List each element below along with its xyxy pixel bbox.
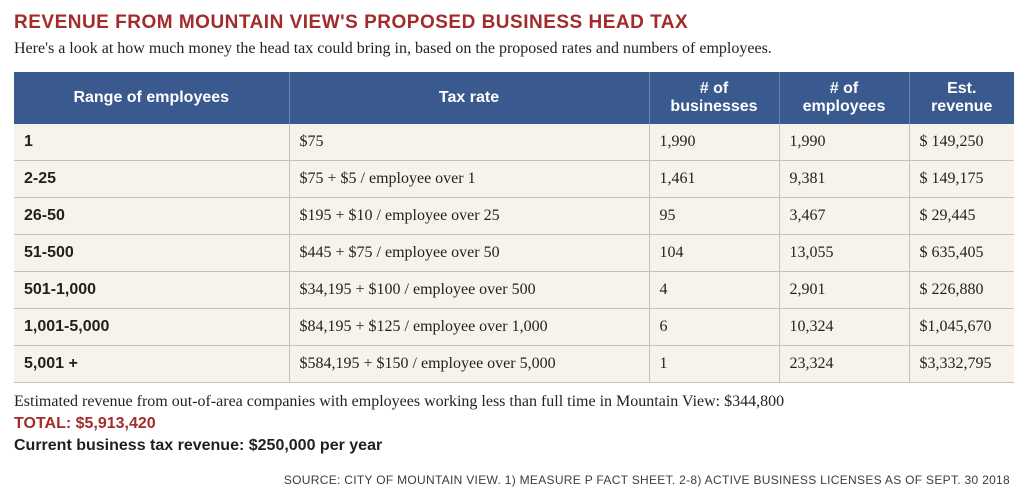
cell-revenue: $ 149,175 — [909, 161, 1014, 198]
table-row: 2-25 $75 + $5 / employee over 1 1,461 9,… — [14, 161, 1014, 198]
total-line: TOTAL: $5,913,420 — [14, 415, 1010, 433]
current-revenue-line: Current business tax revenue: $250,000 p… — [14, 437, 1010, 455]
cell-range: 51-500 — [14, 235, 289, 272]
cell-revenue: $ 635,405 — [909, 235, 1014, 272]
table-header-row: Range of employees Tax rate # of busines… — [14, 72, 1014, 124]
cell-rate: $195 + $10 / employee over 25 — [289, 198, 649, 235]
page-title: REVENUE FROM MOUNTAIN VIEW'S PROPOSED BU… — [14, 12, 1010, 34]
cell-rate: $34,195 + $100 / employee over 500 — [289, 272, 649, 309]
col-header-revenue: Est. revenue — [909, 72, 1014, 124]
cell-employees: 10,324 — [779, 309, 909, 346]
cell-businesses: 1,461 — [649, 161, 779, 198]
table-body: 1 $75 1,990 1,990 $ 149,250 2-25 $75 + $… — [14, 124, 1014, 383]
cell-employees: 13,055 — [779, 235, 909, 272]
revenue-table: Range of employees Tax rate # of busines… — [14, 72, 1014, 383]
cell-businesses: 6 — [649, 309, 779, 346]
col-header-businesses: # of businesses — [649, 72, 779, 124]
cell-businesses: 1 — [649, 346, 779, 383]
out-of-area-footnote: Estimated revenue from out-of-area compa… — [14, 393, 1010, 411]
cell-range: 1,001-5,000 — [14, 309, 289, 346]
table-row: 501-1,000 $34,195 + $100 / employee over… — [14, 272, 1014, 309]
cell-range: 1 — [14, 124, 289, 161]
table-row: 5,001 + $584,195 + $150 / employee over … — [14, 346, 1014, 383]
cell-employees: 23,324 — [779, 346, 909, 383]
cell-range: 5,001 + — [14, 346, 289, 383]
table-row: 26-50 $195 + $10 / employee over 25 95 3… — [14, 198, 1014, 235]
cell-range: 26-50 — [14, 198, 289, 235]
cell-businesses: 95 — [649, 198, 779, 235]
col-header-rate: Tax rate — [289, 72, 649, 124]
cell-employees: 9,381 — [779, 161, 909, 198]
cell-employees: 2,901 — [779, 272, 909, 309]
cell-rate: $75 — [289, 124, 649, 161]
col-header-range: Range of employees — [14, 72, 289, 124]
cell-businesses: 1,990 — [649, 124, 779, 161]
source-line: SOURCE: CITY OF MOUNTAIN VIEW. 1) MEASUR… — [14, 473, 1010, 487]
page-subtitle: Here's a look at how much money the head… — [14, 40, 1010, 58]
cell-employees: 1,990 — [779, 124, 909, 161]
cell-rate: $84,195 + $125 / employee over 1,000 — [289, 309, 649, 346]
cell-rate: $445 + $75 / employee over 50 — [289, 235, 649, 272]
cell-businesses: 104 — [649, 235, 779, 272]
cell-rate: $75 + $5 / employee over 1 — [289, 161, 649, 198]
col-header-employees: # of employees — [779, 72, 909, 124]
cell-revenue: $ 29,445 — [909, 198, 1014, 235]
cell-range: 501-1,000 — [14, 272, 289, 309]
table-row: 1,001-5,000 $84,195 + $125 / employee ov… — [14, 309, 1014, 346]
cell-revenue: $ 149,250 — [909, 124, 1014, 161]
cell-revenue: $ 226,880 — [909, 272, 1014, 309]
cell-range: 2-25 — [14, 161, 289, 198]
cell-revenue: $3,332,795 — [909, 346, 1014, 383]
cell-rate: $584,195 + $150 / employee over 5,000 — [289, 346, 649, 383]
table-row: 1 $75 1,990 1,990 $ 149,250 — [14, 124, 1014, 161]
cell-businesses: 4 — [649, 272, 779, 309]
table-row: 51-500 $445 + $75 / employee over 50 104… — [14, 235, 1014, 272]
cell-revenue: $1,045,670 — [909, 309, 1014, 346]
cell-employees: 3,467 — [779, 198, 909, 235]
